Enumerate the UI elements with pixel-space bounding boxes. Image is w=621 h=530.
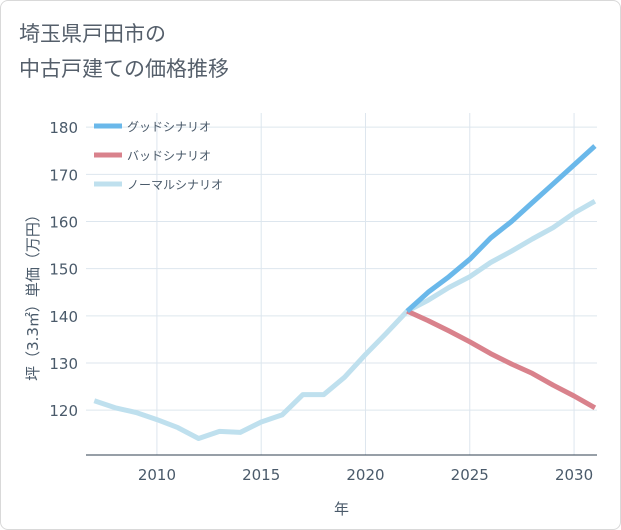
legend-label: バッドシナリオ: [127, 149, 211, 163]
y-tick-label: 150: [49, 261, 78, 279]
y-tick-label: 160: [49, 213, 78, 231]
series-line-0: [405, 144, 597, 313]
x-tick-labels: 2010 2015 2020 2025 2030: [138, 466, 593, 484]
x-tick-label: 2030: [555, 466, 593, 484]
x-axis-label: 年: [334, 500, 349, 518]
y-tick-label: 170: [49, 166, 78, 184]
y-tick-labels: 120 130 140 150 160 170 180: [49, 119, 78, 420]
grid-lines: [86, 113, 597, 455]
chart-title: 埼玉県戸田市の 中古戸建ての価格推移: [19, 17, 229, 87]
x-tick-label: 2025: [451, 466, 489, 484]
y-tick-label: 120: [49, 402, 78, 420]
series-line-2: [93, 199, 597, 441]
data-series: [93, 144, 597, 441]
series-line-1: [406, 308, 597, 410]
x-tick-label: 2015: [242, 466, 280, 484]
chart-title-line2: 中古戸建ての価格推移: [19, 57, 229, 81]
chart-title-line1: 埼玉県戸田市の: [19, 22, 166, 46]
legend-label: ノーマルシナリオ: [127, 178, 223, 192]
x-tick-label: 2010: [138, 466, 176, 484]
y-tick-label: 130: [49, 355, 78, 373]
legend-label: グッドシナリオ: [127, 120, 211, 134]
y-tick-label: 180: [49, 119, 78, 137]
y-tick-label: 140: [49, 308, 78, 326]
x-tick-label: 2020: [346, 466, 384, 484]
y-axis-label: 坪（3.3㎡）単価（万円）: [24, 207, 42, 381]
